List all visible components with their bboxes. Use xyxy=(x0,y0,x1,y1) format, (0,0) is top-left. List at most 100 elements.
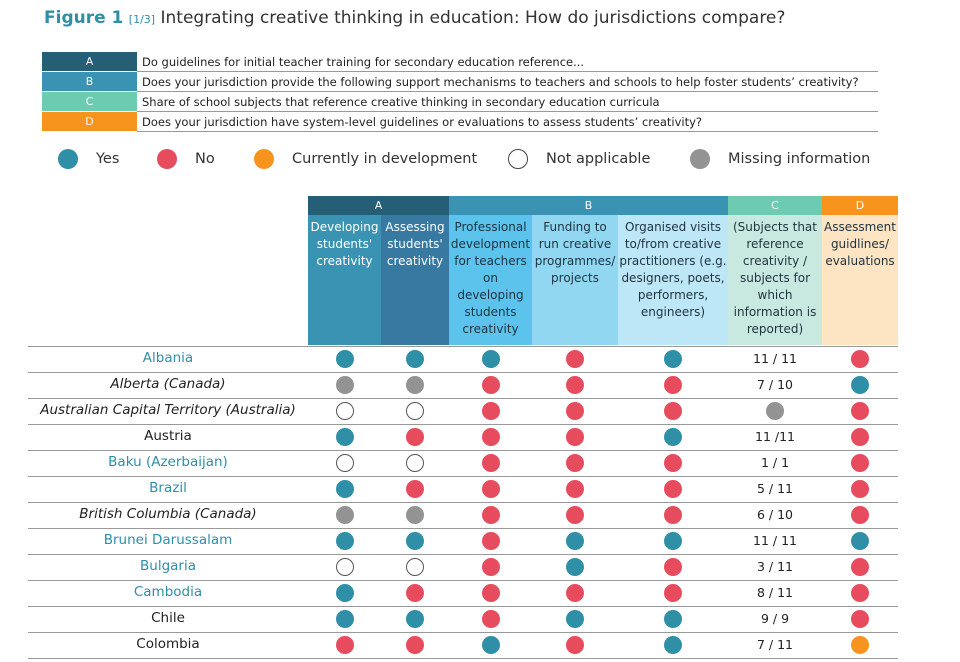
key-row-b: B Does your jurisdiction provide the foll… xyxy=(42,71,878,92)
legend-label: Currently in development xyxy=(292,151,478,167)
status-dot xyxy=(664,428,682,446)
legend-item: No xyxy=(157,149,215,169)
key-row-a: A Do guidelines for initial teacher train… xyxy=(42,52,878,72)
status-dot xyxy=(851,376,869,394)
row-divider xyxy=(28,528,898,529)
subject-share-value: 8 / 11 xyxy=(756,585,794,600)
status-dot xyxy=(406,636,424,654)
status-dot xyxy=(335,532,354,550)
subject-share-value: 6 / 10 xyxy=(756,507,794,522)
status-dot xyxy=(335,636,354,654)
row-divider xyxy=(28,372,898,373)
jurisdiction-name: Austria xyxy=(144,428,192,444)
status-dot xyxy=(851,428,869,446)
row-divider xyxy=(28,632,898,633)
status-dot xyxy=(664,636,682,654)
status-dot xyxy=(851,480,869,498)
status-dot xyxy=(566,532,584,550)
group-header-b: B xyxy=(449,196,728,215)
row-divider xyxy=(28,606,898,607)
status-dot xyxy=(851,532,869,550)
legend-item: Missing information xyxy=(690,149,870,169)
legend-dot xyxy=(508,149,528,169)
key-row-c: C Share of school subjects that reference… xyxy=(42,91,878,112)
jurisdiction-name[interactable]: Baku (Azerbaijan) xyxy=(108,454,228,470)
legend-dot xyxy=(690,149,710,169)
status-dot xyxy=(481,506,500,524)
jurisdiction-name[interactable]: Brazil xyxy=(149,480,187,496)
status-dot xyxy=(481,584,500,602)
column-header: Organised visits to/from creative practi… xyxy=(618,215,728,345)
status-dot xyxy=(566,584,584,602)
status-dot xyxy=(566,428,584,446)
status-dot xyxy=(481,480,500,498)
figure-title-text: Integrating creative thinking in educati… xyxy=(160,8,786,28)
status-dot xyxy=(406,454,424,472)
figure-title: Figure 1 [1/3] Integrating creative thin… xyxy=(44,8,785,28)
group-header-a: A xyxy=(308,196,449,215)
subject-share-value: 11 /11 xyxy=(755,429,795,444)
status-dot xyxy=(481,350,500,368)
legend-dot xyxy=(58,149,78,169)
status-dot xyxy=(335,454,354,472)
status-dot xyxy=(481,558,500,576)
row-divider xyxy=(28,398,898,399)
row-divider xyxy=(28,476,898,477)
status-dot xyxy=(406,402,424,420)
row-divider xyxy=(28,346,898,347)
status-dot xyxy=(406,376,424,394)
status-dot xyxy=(566,350,584,368)
column-header: Developing students' creativity xyxy=(308,215,381,345)
jurisdiction-name: British Columbia (Canada) xyxy=(79,506,257,522)
jurisdiction-name: Colombia xyxy=(136,636,200,652)
status-dot xyxy=(664,402,682,420)
column-key-table: A Do guidelines for initial teacher train… xyxy=(42,52,878,132)
legend-item: Not applicable xyxy=(508,149,650,169)
status-dot xyxy=(664,454,682,472)
key-letter: D xyxy=(42,111,137,132)
status-dot xyxy=(664,376,682,394)
status-dot xyxy=(481,402,500,420)
key-letter: A xyxy=(42,52,137,72)
row-divider xyxy=(28,450,898,451)
key-description: Do guidelines for initial teacher traini… xyxy=(137,52,878,72)
jurisdiction-name[interactable]: Cambodia xyxy=(133,584,203,600)
status-dot xyxy=(664,584,682,602)
subject-share-value: 5 / 11 xyxy=(756,481,794,496)
legend-item: Yes xyxy=(58,149,119,169)
jurisdiction-name[interactable]: Brunei Darussalam xyxy=(103,532,233,548)
status-dot xyxy=(566,454,584,472)
row-divider xyxy=(28,658,898,659)
status-dot xyxy=(566,402,584,420)
subject-share-value: 9 / 9 xyxy=(760,611,790,626)
status-dot xyxy=(664,610,682,628)
status-dot xyxy=(664,480,682,498)
legend-label: Missing information xyxy=(728,151,871,167)
key-description: Does your jurisdiction have system-level… xyxy=(137,111,878,132)
legend-label: Not applicable xyxy=(546,151,651,167)
status-dot xyxy=(481,428,500,446)
row-divider xyxy=(28,554,898,555)
row-divider xyxy=(28,580,898,581)
subject-share-value: 11 / 11 xyxy=(753,533,797,548)
group-header-c: C xyxy=(728,196,822,215)
jurisdiction-name: Chile xyxy=(151,610,185,626)
status-dot xyxy=(335,480,354,498)
subject-share-value: 1 / 1 xyxy=(760,455,790,470)
status-dot xyxy=(335,402,354,420)
jurisdiction-name: Alberta (Canada) xyxy=(110,376,226,392)
status-dot xyxy=(664,558,682,576)
status-dot xyxy=(406,610,424,628)
status-dot xyxy=(406,532,424,550)
subject-share-value: 11 / 11 xyxy=(753,351,797,366)
status-dot xyxy=(335,376,354,394)
jurisdiction-name[interactable]: Bulgaria xyxy=(140,558,196,574)
column-header: Assessment guidlines/ evaluations xyxy=(822,215,898,345)
legend-label: Yes xyxy=(96,151,120,167)
jurisdiction-name[interactable]: Albania xyxy=(142,350,194,366)
status-dot xyxy=(335,584,354,602)
subject-share-value: 7 / 11 xyxy=(756,637,794,652)
status-dot xyxy=(851,402,869,420)
status-dot xyxy=(335,428,354,446)
column-header: Assessing students' creativity xyxy=(381,215,449,345)
